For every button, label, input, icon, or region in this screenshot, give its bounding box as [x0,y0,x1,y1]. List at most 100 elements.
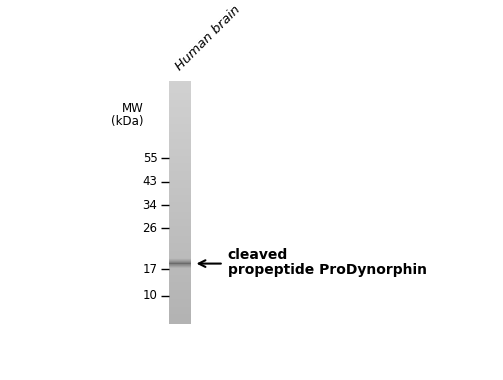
Bar [169,141,191,144]
Bar [169,297,191,299]
Bar [169,272,191,275]
Bar [169,192,191,195]
Text: Human brain: Human brain [173,3,242,73]
Bar [169,260,191,263]
Bar [169,246,191,248]
Bar [169,204,191,207]
Bar [169,277,191,280]
Bar [169,290,191,292]
Bar [169,309,191,312]
Bar [169,183,191,185]
Bar [169,239,191,241]
Bar [169,299,191,302]
Text: propeptide ProDynorphin: propeptide ProDynorphin [227,263,427,277]
Bar [169,129,191,132]
Bar [169,214,191,217]
Bar [169,316,191,319]
Bar [169,222,191,224]
Bar [169,112,191,115]
Bar [169,146,191,149]
Bar [169,136,191,139]
Bar [169,234,191,236]
Text: 17: 17 [142,263,157,276]
Bar [169,202,191,204]
Bar [169,195,191,197]
Bar [169,124,191,127]
Bar [169,251,191,253]
Bar [169,282,191,285]
Bar [169,158,191,161]
Bar [169,236,191,239]
Bar [169,200,191,202]
Bar [169,190,191,192]
Bar [169,110,191,112]
Bar [169,253,191,256]
Bar [169,81,191,83]
Bar [169,209,191,212]
Bar [169,241,191,244]
Bar [169,115,191,117]
Text: 26: 26 [142,222,157,235]
Bar [169,185,191,188]
Bar [169,127,191,129]
Bar [169,265,191,268]
Text: (kDa): (kDa) [111,115,144,128]
Bar [169,105,191,108]
Bar [169,304,191,307]
Bar [169,268,191,270]
Bar [169,321,191,324]
Bar [169,256,191,258]
Bar [169,312,191,314]
Bar [169,90,191,93]
Text: cleaved: cleaved [227,249,288,263]
Bar [169,173,191,176]
Bar [169,93,191,95]
Bar [169,244,191,246]
Bar [169,176,191,178]
Bar [169,132,191,134]
Bar [169,207,191,209]
Bar [169,229,191,231]
Bar [169,95,191,98]
Bar [169,212,191,214]
Text: 55: 55 [143,152,157,165]
Text: 34: 34 [142,199,157,212]
Bar [169,180,191,183]
Bar [169,224,191,226]
Bar [169,319,191,321]
Bar [169,139,191,141]
Bar [169,307,191,309]
Bar [169,263,191,265]
Bar [169,144,191,146]
Text: 43: 43 [142,175,157,188]
Bar [169,188,191,190]
Bar [169,166,191,168]
Bar [169,285,191,287]
Bar [169,103,191,105]
Bar [169,294,191,297]
Bar [169,231,191,234]
Bar [169,226,191,229]
Bar [169,134,191,136]
Bar [169,270,191,272]
Bar [169,100,191,103]
Bar [169,86,191,88]
Bar [169,98,191,100]
Bar [169,280,191,282]
Bar [169,275,191,277]
Bar [169,302,191,304]
Bar [169,122,191,124]
Text: 10: 10 [142,289,157,302]
Bar [169,108,191,110]
Bar [169,83,191,86]
Bar [169,287,191,290]
Bar [169,258,191,260]
Bar [169,292,191,295]
Bar [169,88,191,90]
Bar [169,120,191,122]
Bar [169,178,191,180]
Bar [169,156,191,158]
Bar [169,154,191,156]
Text: MW: MW [122,102,144,115]
Bar [169,151,191,154]
